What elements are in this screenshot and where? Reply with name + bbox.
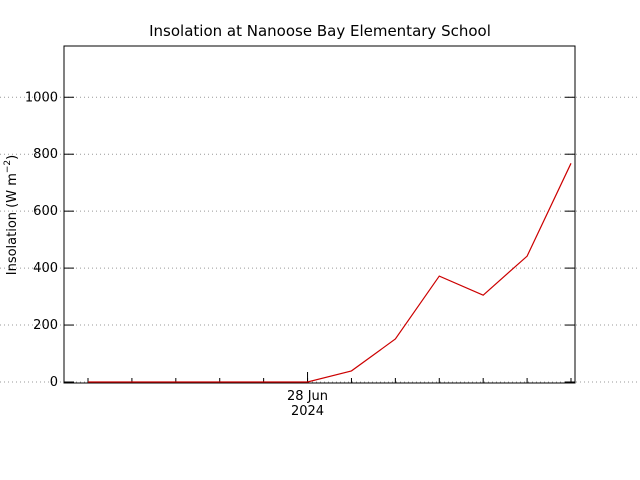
y-tick-label: 200 xyxy=(33,318,58,333)
y-tick-label: 800 xyxy=(33,147,58,162)
y-axis-label: Insolation (W m−2) xyxy=(3,155,20,276)
y-tick-label: 1000 xyxy=(25,90,58,105)
y-label-sup: −2 xyxy=(3,160,13,173)
chart-title: Insolation at Nanoose Bay Elementary Sch… xyxy=(149,22,491,40)
x-tick-label: 28 Jun xyxy=(287,389,328,404)
plot-frame xyxy=(63,45,576,384)
x-year-label: 2024 xyxy=(291,404,324,419)
y-tick-label: 600 xyxy=(33,204,58,219)
y-label-end: ) xyxy=(5,155,20,160)
y-label-text: Insolation (W m xyxy=(5,173,20,275)
data-line xyxy=(88,163,572,383)
y-tick-label: 400 xyxy=(33,261,58,276)
y-tick-label: 0 xyxy=(50,375,58,390)
